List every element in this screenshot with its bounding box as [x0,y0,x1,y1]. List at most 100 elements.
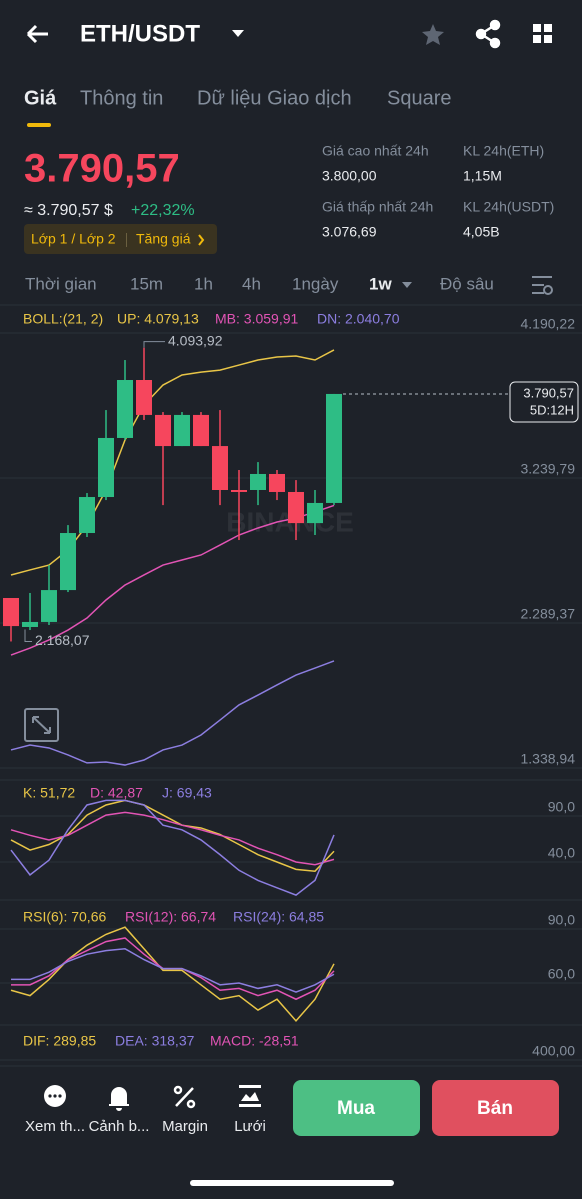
back-button[interactable] [26,24,48,44]
legend-entry: J: 69,43 [162,785,212,801]
usd-price: ≈ 3.790,57 $ [24,202,113,219]
layout-button[interactable] [533,24,552,43]
interval[interactable]: 1h [194,274,213,293]
legend-entry: RSI(24): 64,85 [233,909,324,925]
expand-button[interactable] [24,708,59,742]
interval[interactable]: 15m [130,274,163,293]
countdown: 5D:12H [530,402,574,417]
indicator-line [11,948,335,993]
candle-body [307,502,323,524]
annotation: 4.093,92 [168,332,223,348]
tab[interactable]: Giá [24,87,57,109]
tag-chevron [198,234,205,246]
legend-entry: MB: 3.059,91 [215,311,298,327]
sell-label[interactable]: Bán [477,1098,513,1119]
last-price-label: 3.790,57 [523,385,574,400]
interval[interactable]: 4h [242,274,261,293]
candle-body [136,380,152,415]
interval[interactable]: 1w [369,274,392,293]
sell-button[interactable] [432,1080,559,1136]
toolbar-label[interactable]: Xem th... [25,1118,85,1135]
stat-value: 1,15M [463,168,502,184]
legend-entry: K: 51,72 [23,785,75,801]
tag[interactable]: Tăng giá [136,231,191,247]
legend-entry: RSI(12): 66,74 [125,909,216,925]
y-tick-label: 2.289,37 [521,606,576,622]
candle-body [22,621,38,627]
margin-icon[interactable] [173,1085,196,1109]
stat-label: Giá cao nhất 24h [322,143,429,159]
stat-value: 3.076,69 [322,224,377,240]
y-tick-label: 3.239,79 [521,461,576,477]
legend-entry: D: 42,87 [90,785,143,801]
tab[interactable]: Dữ liệu Giao dịch [197,87,352,109]
indicator-name: BOLL:(21, 2) [23,311,103,327]
candle-body [269,473,285,492]
annotation-line [143,341,165,348]
stat-label: Giá thấp nhất 24h [322,199,433,215]
interval-dropdown[interactable] [402,282,412,288]
tag-box[interactable] [24,224,217,254]
tag-divider [126,233,127,247]
interval[interactable]: Thời gian [25,274,97,293]
indicator-line [10,799,335,896]
legend-entry: MACD: -28,51 [210,1033,299,1049]
stat-label: KL 24h(USDT) [463,199,554,215]
price-change: +22,32% [131,202,195,219]
y-tick-label: 400,00 [532,1043,575,1059]
tab[interactable]: Square [387,87,452,109]
toolbar-label[interactable]: Lưới [234,1118,266,1135]
stat-value: 3.800,00 [322,168,377,184]
y-tick-label: 90,0 [548,799,575,815]
last-price-tag [509,381,579,423]
y-tick-label: 60,0 [548,966,575,982]
interval[interactable]: Độ sâu [440,274,494,293]
candle-body [288,491,304,524]
chart-settings[interactable] [532,276,553,295]
legend-entry: DEA: 318,37 [115,1033,195,1049]
candle-body [212,446,228,490]
pair-dropdown[interactable] [232,30,244,37]
candle-body [117,380,133,438]
stat-label: KL 24h(ETH) [463,143,544,159]
legend-entry: RSI(6): 70,66 [23,909,106,925]
tab[interactable]: Thông tin [80,87,163,109]
pair-title[interactable]: ETH/USDT [80,20,200,47]
candle-body [231,489,247,492]
y-tick-label: 40,0 [548,845,575,861]
indicator-line [10,660,335,766]
legend-entry: DN: 2.040,70 [317,311,400,327]
alert-icon[interactable] [109,1087,129,1111]
favorite-button[interactable] [422,24,444,45]
candle-body [174,414,190,447]
home-indicator [190,1180,394,1186]
y-tick-label: 1.338,94 [521,751,576,767]
buy-button[interactable] [293,1080,420,1136]
grid-icon[interactable] [239,1085,261,1107]
annotation-line [24,629,32,642]
annotation: 2.168,07 [35,632,90,648]
buy-label[interactable]: Mua [337,1098,375,1119]
tab-indicator [27,123,51,127]
toolbar-label[interactable]: Margin [162,1118,208,1135]
y-tick-label: 4.190,22 [521,316,576,332]
candle-body [326,393,342,503]
tag[interactable]: Lớp 1 / Lớp 2 [31,231,116,247]
candle-body [250,473,266,490]
candle-body [155,414,171,447]
legend-entry: DIF: 289,85 [23,1033,96,1049]
candle-body [98,437,114,498]
toolbar-label[interactable]: Cảnh b... [89,1118,150,1135]
share-button[interactable] [475,19,501,49]
y-tick-label: 90,0 [548,912,575,928]
indicator-line [10,504,335,656]
legend-entry: UP: 4.079,13 [117,311,199,327]
candle-body [3,598,19,627]
candle-body [60,533,76,591]
interval[interactable]: 1ngày [292,274,339,293]
stat-value: 4,05B [463,224,500,240]
more-icon[interactable] [44,1085,66,1107]
